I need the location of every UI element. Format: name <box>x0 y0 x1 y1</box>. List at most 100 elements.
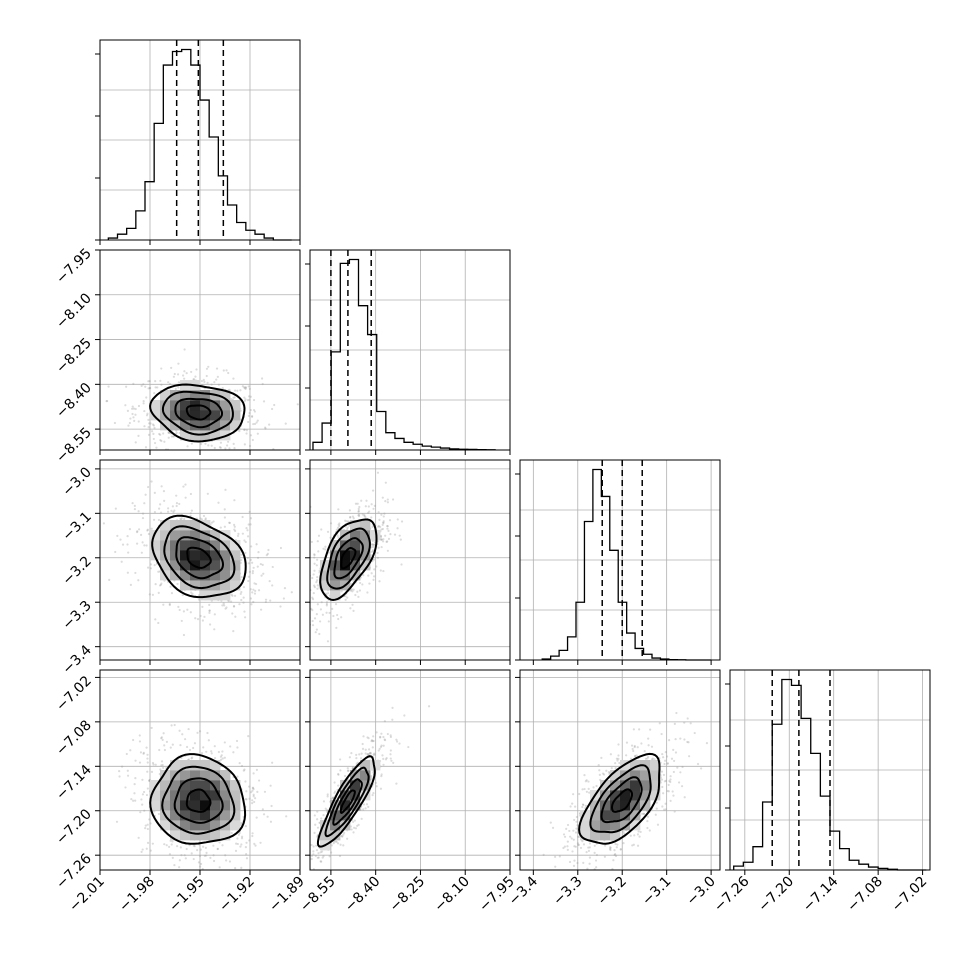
density-bin <box>190 760 201 771</box>
sample-point <box>636 844 640 847</box>
sample-point <box>180 619 183 623</box>
sample-point <box>372 578 375 582</box>
sample-point <box>270 407 274 411</box>
sample-point <box>658 722 661 725</box>
sample-point <box>247 385 250 388</box>
sample-point <box>622 830 625 833</box>
sample-point <box>216 454 218 456</box>
sample-point <box>131 405 134 408</box>
sample-point <box>204 442 207 445</box>
sample-point <box>340 590 343 593</box>
sample-point <box>224 607 227 610</box>
sample-point <box>354 593 357 597</box>
sample-point <box>244 616 247 619</box>
sample-point <box>134 571 137 575</box>
sample-point <box>154 386 157 389</box>
sample-point <box>311 624 315 627</box>
hist-line-0 <box>107 48 292 241</box>
sample-point <box>247 579 250 583</box>
sample-point <box>131 407 134 410</box>
y-tick-label-3-1: −7.20 <box>53 806 95 848</box>
sample-point <box>256 419 259 422</box>
sample-point <box>367 805 370 808</box>
sample-point <box>233 499 236 502</box>
sample-point <box>149 386 152 390</box>
sample-point <box>329 536 332 539</box>
sample-point <box>146 529 149 532</box>
density-bin <box>200 540 211 551</box>
sample-point <box>232 396 235 399</box>
sample-point <box>250 415 254 419</box>
sample-point <box>228 521 231 525</box>
sample-point <box>387 529 390 532</box>
sample-point <box>588 862 591 865</box>
x-tick-label-0-1: −1.98 <box>116 874 158 916</box>
sample-point <box>240 553 243 556</box>
sample-point <box>377 525 380 528</box>
sample-point <box>681 765 684 769</box>
sample-point <box>124 404 127 407</box>
sample-point <box>662 773 666 777</box>
sample-point <box>350 588 353 591</box>
sample-point <box>358 513 361 516</box>
sample-point <box>142 402 145 405</box>
sample-point <box>656 823 660 826</box>
sample-point <box>233 396 236 399</box>
sample-point <box>247 420 250 424</box>
sample-point <box>244 540 247 544</box>
sample-point <box>633 834 636 837</box>
density-bin <box>220 400 231 411</box>
x-tick-label-3-0: −7.26 <box>711 873 753 915</box>
sample-point <box>663 808 666 811</box>
sample-point <box>242 596 245 599</box>
sample-point <box>227 371 230 375</box>
contour-4-3 <box>316 755 376 848</box>
sample-point <box>571 850 574 853</box>
sample-point <box>235 739 239 743</box>
density-bin <box>340 800 351 811</box>
sample-point <box>201 867 204 870</box>
density-bin <box>230 400 241 411</box>
sample-point <box>353 826 356 829</box>
sample-point <box>310 843 313 847</box>
sample-point <box>661 753 664 756</box>
sample-point <box>705 742 709 745</box>
density-bin <box>620 790 631 801</box>
sample-point <box>193 378 196 381</box>
sample-point <box>347 769 350 772</box>
y-tick-label-1-4: −7.95 <box>53 246 95 288</box>
sample-point <box>150 770 154 773</box>
sample-point <box>375 785 378 788</box>
density-bin <box>360 560 371 571</box>
sample-point <box>686 717 689 720</box>
contour-5-2 <box>589 764 652 834</box>
sample-point <box>133 783 136 786</box>
sample-point <box>240 590 243 594</box>
sample-point <box>253 410 257 413</box>
sample-point <box>367 505 370 508</box>
sample-point <box>134 413 137 416</box>
sample-point <box>158 748 161 752</box>
sample-point <box>380 773 383 776</box>
sample-point <box>368 582 371 585</box>
hist-line-1 <box>312 258 496 451</box>
sample-point <box>191 464 193 466</box>
sample-point <box>614 762 617 765</box>
sample-point <box>341 835 344 838</box>
sample-point <box>633 754 637 758</box>
sample-point <box>207 444 210 447</box>
sample-point <box>254 797 257 800</box>
sample-point <box>246 399 249 402</box>
sample-point <box>352 820 355 823</box>
sample-point <box>382 538 385 541</box>
sample-point <box>127 551 130 554</box>
sample-point <box>121 543 125 546</box>
sample-point <box>252 398 256 402</box>
sample-point <box>252 793 255 796</box>
sample-point <box>250 791 253 794</box>
sample-point <box>251 799 254 802</box>
sample-point <box>296 403 299 406</box>
x-tick-label-0-2: −1.95 <box>166 874 208 916</box>
sample-point <box>601 772 605 775</box>
density-bin <box>330 550 341 561</box>
